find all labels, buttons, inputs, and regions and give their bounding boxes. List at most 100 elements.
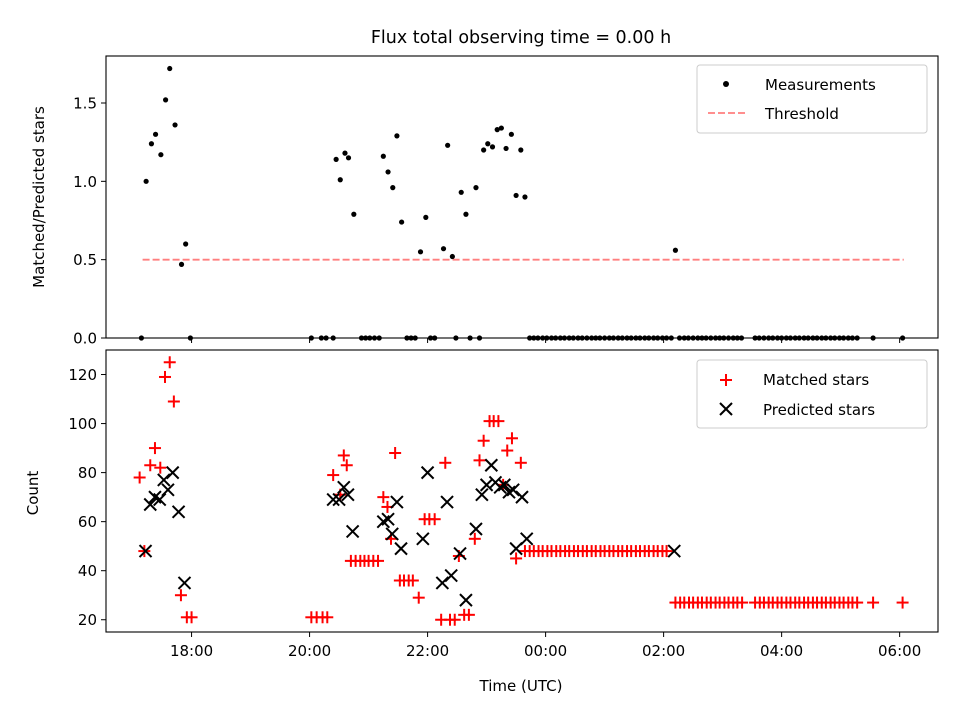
predicted-point [444, 568, 458, 583]
measurement-point [183, 241, 189, 247]
matched-point [133, 471, 146, 484]
matched-point [337, 449, 350, 462]
measurement-point [522, 194, 528, 200]
matched-point [439, 456, 452, 469]
predicted-point [394, 541, 408, 556]
matched-point [477, 434, 490, 447]
predicted-legend-marker [719, 402, 733, 416]
matched-point [428, 513, 441, 526]
count-y-ticks: 20 40 60 80 100 120 [68, 366, 106, 629]
measurement-point [417, 249, 424, 255]
predicted-point [515, 490, 529, 504]
predicted-legend-label: Predicted stars [763, 401, 875, 419]
predicted-point [177, 576, 192, 590]
ratio-y-tick-label: 1.5 [73, 95, 97, 113]
matched-point [896, 596, 909, 609]
measurement-point [463, 211, 469, 217]
measurement-point [489, 144, 496, 150]
count-y-tick-label: 80 [78, 464, 97, 482]
ratio-legend: Measurements Threshold [696, 64, 928, 134]
matched-point [406, 574, 419, 587]
matched-point [851, 596, 864, 609]
x-tick-label: 06:00 [878, 642, 921, 660]
matched-point [154, 461, 167, 474]
matched-point [660, 545, 673, 558]
count-legend-box [696, 359, 928, 429]
x-axis-label: Time (UTC) [479, 677, 563, 695]
count-y-tick-label: 120 [68, 366, 97, 384]
predicted-point [165, 465, 180, 480]
matched-point [510, 552, 523, 565]
measurements-legend-label: Measurements [765, 76, 876, 94]
measurement-point [449, 253, 455, 260]
count-legend: Matched stars Predicted stars [696, 359, 928, 429]
predicted-point [475, 487, 489, 502]
matched-point [167, 395, 180, 408]
measurement-point [380, 153, 386, 159]
predicted-point [171, 505, 186, 519]
x-tick-label: 18:00 [170, 642, 213, 660]
predicted-point [385, 527, 399, 541]
predicted-point [332, 492, 346, 507]
matched-point [867, 596, 880, 609]
measurement-point [390, 185, 396, 191]
measurement-point [143, 178, 149, 184]
count-y-tick-label: 20 [78, 611, 97, 629]
predicted-point [345, 524, 360, 539]
predicted-point [152, 492, 167, 507]
measurement-point [445, 142, 451, 148]
matched-point [736, 596, 749, 609]
matched-point [492, 415, 505, 428]
matched-point [389, 446, 402, 459]
measurement-point [342, 150, 348, 156]
ratio-y-tick-label: 0.0 [73, 330, 97, 348]
matched-legend-label: Matched stars [763, 371, 869, 389]
measurement-point [494, 127, 500, 133]
measurement-point [385, 169, 391, 175]
matched-point [505, 432, 518, 445]
measurement-point [485, 141, 491, 147]
count-plot-area [133, 356, 909, 626]
count-y-tick-label: 60 [78, 513, 97, 531]
measurement-point [162, 97, 169, 103]
predicted-point [479, 478, 494, 492]
chart-title: Flux total observing time = 0.00 h [371, 28, 671, 48]
predicted-point [520, 532, 534, 546]
measurement-point [167, 65, 173, 72]
measurement-point [178, 261, 185, 267]
ratio-axes: 0.0 0.5 1.0 1.5 Matched/Predicted stars Mea… [30, 55, 939, 348]
matched-point [377, 491, 390, 504]
predicted-point [497, 478, 512, 492]
matched-legend-marker [720, 374, 732, 386]
ratio-y-ticks: 0.0 0.5 1.0 1.5 [73, 95, 106, 348]
matched-point [412, 591, 425, 604]
measurement-point [351, 211, 357, 217]
predicted-point [337, 480, 351, 495]
x-tick-label: 22:00 [406, 642, 449, 660]
matched-point [159, 370, 172, 383]
ratio-legend-box [696, 64, 928, 134]
measurement-point [518, 147, 524, 153]
matched-point [372, 554, 385, 567]
measurement-point [148, 141, 155, 147]
predicted-point [469, 522, 483, 536]
predicted-point [502, 485, 516, 499]
measurement-point [333, 156, 339, 162]
ratio-x-ticks [191, 338, 901, 343]
predicted-point [143, 497, 157, 512]
predicted-point [390, 495, 404, 509]
predicted-point [416, 532, 430, 546]
predicted-point [484, 458, 499, 472]
predicted-point [453, 546, 467, 561]
measurement-point [337, 177, 343, 183]
x-tick-label: 20:00 [288, 642, 331, 660]
matched-point [462, 608, 475, 621]
matched-point [174, 589, 187, 602]
count-y-tick-label: 40 [78, 562, 97, 580]
predicted-point [509, 541, 523, 556]
ratio-y-tick-label: 0.5 [73, 251, 97, 269]
measurement-point [158, 152, 164, 158]
predicted-point [493, 480, 507, 495]
